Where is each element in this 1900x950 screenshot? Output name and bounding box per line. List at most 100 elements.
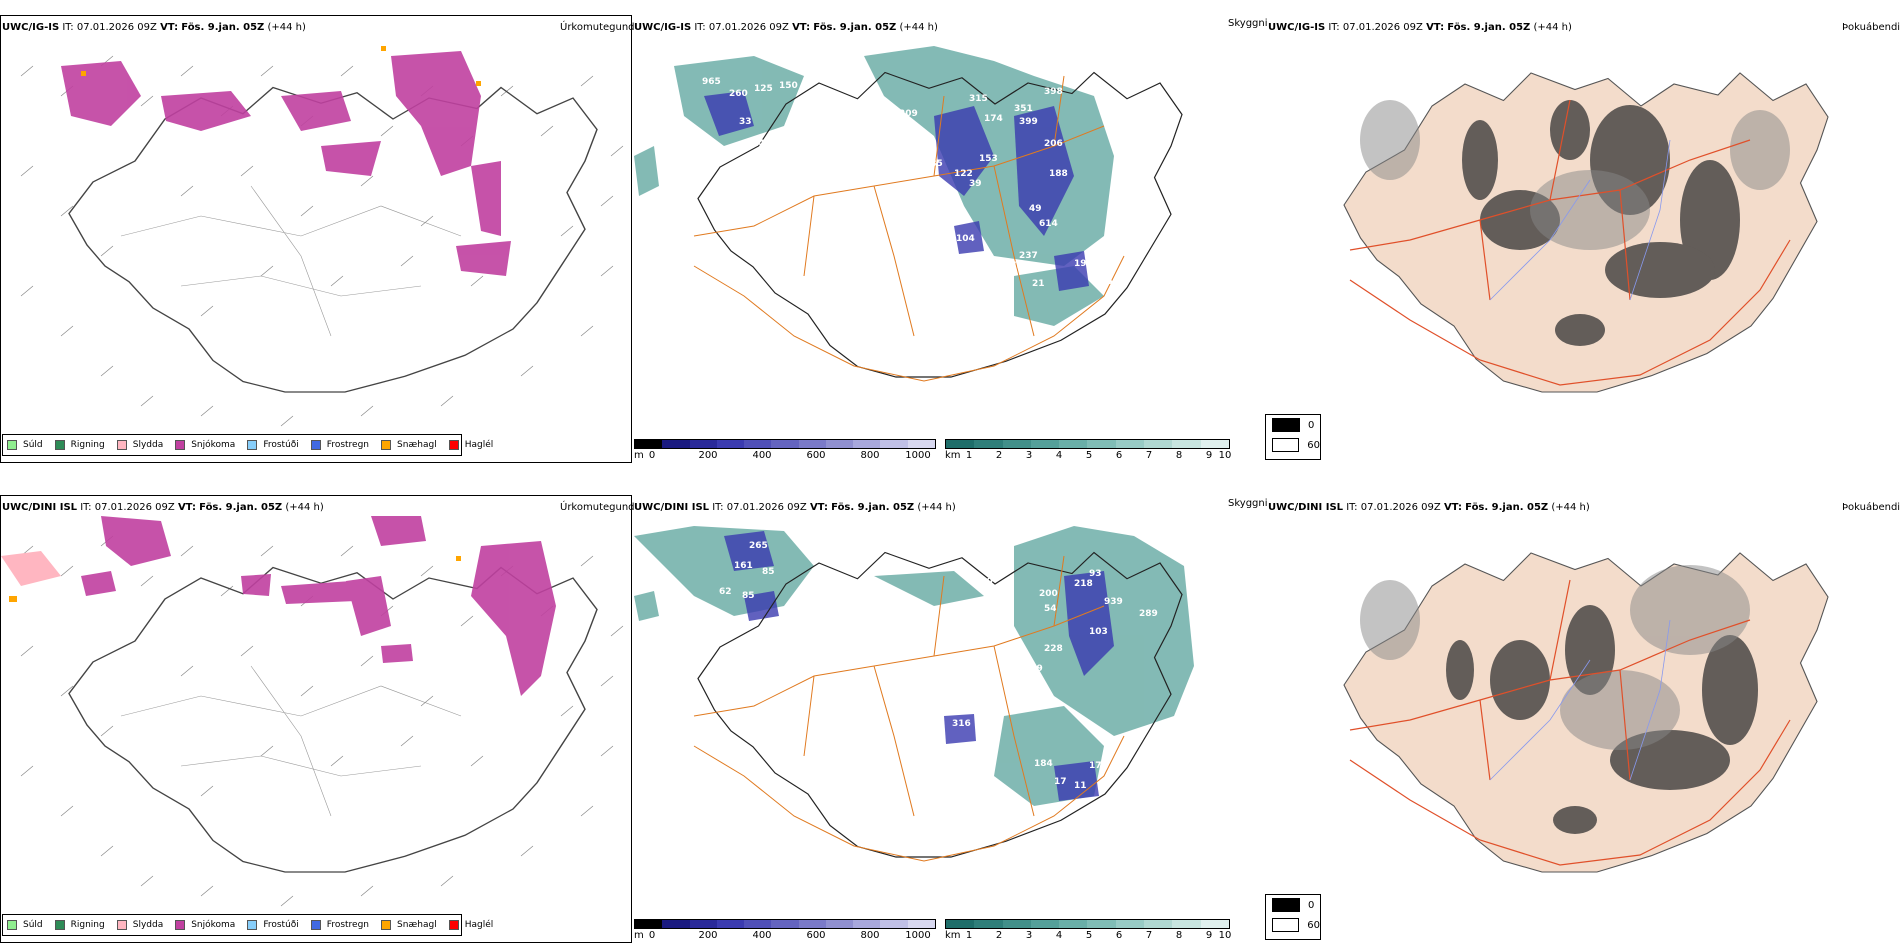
legend-label: Slydda xyxy=(132,440,164,450)
tick-label: 5 xyxy=(1085,930,1093,941)
tick-label: 4 xyxy=(1055,930,1063,941)
value-label: 316 xyxy=(952,719,971,729)
value-label: 179 xyxy=(1004,261,1023,271)
colorbar-cell xyxy=(771,440,799,448)
legend-swatch xyxy=(116,440,127,450)
value-label: 17 xyxy=(1054,777,1067,787)
rivers xyxy=(1489,139,1671,301)
panel-header-visibility-1: UWC/IG-IS IT: 07.01.2026 09Z VT: Fös. 9.… xyxy=(634,22,938,33)
tick-label: 7 xyxy=(1145,450,1153,461)
value-label: 218 xyxy=(1074,579,1093,589)
value-label: 49 xyxy=(1029,204,1042,214)
model-name: UWC/IG-IS xyxy=(2,22,60,33)
tick-label: 800 xyxy=(860,930,880,941)
value-label: 85 xyxy=(762,567,775,577)
legend-label: 60 xyxy=(1307,919,1320,931)
tick-label: 9 xyxy=(1205,450,1213,461)
colorbar-cell xyxy=(662,440,690,448)
tick-label: 1000 xyxy=(905,930,931,941)
legend-item: Slydda xyxy=(116,920,164,930)
fog-index-legend: 0 60 xyxy=(1265,414,1321,460)
tick-label: 200 xyxy=(698,450,718,461)
tick-label: 0 xyxy=(648,930,656,941)
legend-label: Frostregn xyxy=(326,920,370,930)
panel-title-fog: Þokuábendi xyxy=(1842,502,1900,513)
legend-item: Súld xyxy=(7,440,43,450)
rivers xyxy=(1489,619,1671,781)
legend-item: Snæhagl xyxy=(381,920,437,930)
fog-light-areas xyxy=(1360,565,1750,750)
precip-type-map xyxy=(1,516,624,907)
value-label: 161 xyxy=(734,561,753,571)
roads xyxy=(1349,99,1791,386)
legend-item: Slydda xyxy=(116,440,164,450)
visibility-numbers: 265 161 85 62 85 430 200 218 93 939 289 … xyxy=(719,541,1158,791)
legend-label: Snæhagl xyxy=(397,920,437,930)
legend-item: 60 xyxy=(1266,915,1320,935)
lead-time: (+44 h) xyxy=(285,502,324,513)
tick-label: 400 xyxy=(752,930,772,941)
colorbar-cell xyxy=(1172,920,1201,928)
legend-label: 0 xyxy=(1308,419,1315,431)
tick-label: 1 xyxy=(965,450,973,461)
tick-label: 0 xyxy=(648,450,656,461)
colorbar-cell xyxy=(1059,920,1088,928)
tick-label: 5 xyxy=(1085,450,1093,461)
legend-label: Haglél xyxy=(464,920,494,930)
precip-type-map-frame xyxy=(0,495,632,943)
roads xyxy=(120,665,462,817)
precip-type-legend: Súld Rigning Slydda Snjókoma Frostúði Fr… xyxy=(2,914,493,936)
colorbar-cell xyxy=(1200,440,1229,448)
vt-value: Fös. 9.jan. 05Z xyxy=(181,22,265,33)
visibility-colorbar: km 1 2 3 4 5 6 7 8 9 10 xyxy=(945,919,1232,943)
value-label: 309 xyxy=(814,119,833,129)
tick-label: 10 xyxy=(1218,930,1232,941)
value-label: 20 xyxy=(1014,689,1027,699)
tick-label: 8 xyxy=(1175,930,1183,941)
fog-index-legend: 0 60 xyxy=(1265,894,1321,940)
snowfall-areas xyxy=(61,51,511,276)
roads xyxy=(693,555,1125,862)
legend-label: 0 xyxy=(1308,899,1315,911)
legend-item: Snjókoma xyxy=(175,440,235,450)
fog-index-map xyxy=(1343,72,1829,393)
legend-swatch xyxy=(310,440,321,450)
tick-label: 1000 xyxy=(905,450,931,461)
vt-value: Fös. 9.jan. 05Z xyxy=(813,22,897,33)
colorbar-cell xyxy=(880,920,908,928)
colorbar-cell xyxy=(853,440,881,448)
colorbar-cell xyxy=(880,440,908,448)
roads xyxy=(693,75,1125,382)
model-name: UWC/IG-IS xyxy=(634,22,692,33)
legend-label: Rigning xyxy=(70,440,105,450)
value-label: 351 xyxy=(1014,104,1033,114)
tick-label: 3 xyxy=(1025,930,1033,941)
precip-type-legend: Súld Rigning Slydda Snjókoma Frostúði Fr… xyxy=(2,434,493,456)
colorbar-cell xyxy=(1087,920,1116,928)
value-label: 193 xyxy=(1074,259,1093,269)
value-label: 125 xyxy=(754,84,773,94)
legend-swatch xyxy=(1272,418,1300,432)
legend-label: Haglél xyxy=(464,440,494,450)
value-label: 14 xyxy=(752,139,765,149)
colorbar-unit: m xyxy=(634,930,644,941)
vt-value: Fös. 9.jan. 05Z xyxy=(1447,22,1531,33)
colorbar-cell xyxy=(825,920,854,928)
value-label: 99 xyxy=(934,189,947,199)
value-label: 103 xyxy=(1089,627,1108,637)
tick-label: 400 xyxy=(752,450,772,461)
colorbar-cell xyxy=(946,440,975,448)
it-label: IT: xyxy=(62,22,74,33)
legend-label: Slydda xyxy=(132,920,164,930)
legend-swatch xyxy=(247,920,258,930)
legend-label: Rigning xyxy=(70,920,105,930)
legend-swatch xyxy=(247,440,258,450)
lead-time: (+44 h) xyxy=(899,22,938,33)
value-label: 206 xyxy=(1044,139,1063,149)
tick-label: 6 xyxy=(1115,450,1123,461)
colorbar-cell xyxy=(825,440,854,448)
value-label: 614 xyxy=(1039,219,1058,229)
legend-item: Frostúði xyxy=(247,440,299,450)
vt-label: VT: xyxy=(1443,502,1462,513)
legend-item: Haglél xyxy=(448,920,494,930)
